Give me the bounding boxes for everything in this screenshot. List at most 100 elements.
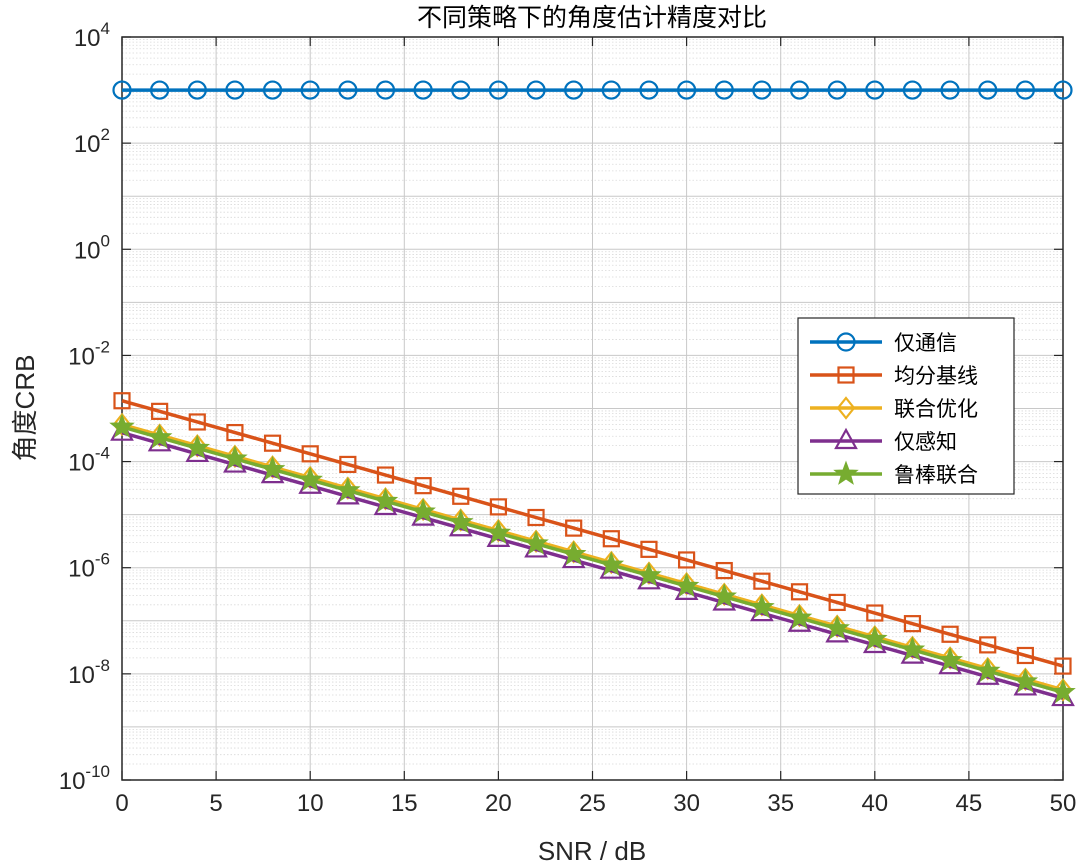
data-point [451, 80, 471, 100]
legend-marker [833, 460, 859, 485]
data-point [676, 80, 697, 100]
legend-label: 仅通信 [894, 331, 957, 355]
data-point [146, 424, 173, 449]
data-point [187, 80, 207, 100]
data-point [979, 636, 997, 654]
data-point [297, 466, 323, 491]
data-point [940, 80, 960, 100]
data-point [903, 615, 922, 633]
x-tick-label: 50 [1050, 790, 1077, 817]
data-point [753, 572, 771, 590]
chart-title: 不同策略下的角度估计精度对比 [417, 3, 767, 32]
data-point [639, 80, 659, 100]
data-point [974, 657, 1001, 682]
series-1 [113, 392, 1072, 675]
data-point [527, 508, 545, 527]
data-point [715, 561, 733, 580]
data-point [560, 540, 587, 566]
data-point [899, 636, 926, 661]
data-point [636, 562, 662, 587]
data-point [673, 572, 700, 597]
data-point [339, 455, 357, 474]
data-point [335, 477, 361, 502]
data-point [828, 593, 846, 612]
data-point [447, 508, 474, 534]
data-point [376, 466, 395, 484]
data-point [410, 498, 436, 523]
data-point [902, 80, 923, 100]
x-tick-label: 0 [115, 790, 128, 817]
data-point [485, 519, 512, 544]
data-point [602, 530, 620, 548]
data-point [862, 625, 888, 651]
x-axis-label: SNR / dB [538, 836, 646, 866]
series-4 [109, 413, 1076, 704]
axis-ticks: 0 5 10 15 20 25 30 35 40 45 50 10-10 10-8 10-6 10-4 10-… [59, 19, 1077, 817]
data-point [262, 80, 283, 100]
data-point [263, 434, 282, 452]
data-point [184, 434, 211, 460]
data-point [789, 80, 810, 100]
data-point [601, 80, 621, 100]
data-point [523, 530, 549, 555]
data-point [865, 80, 885, 100]
legend-marker [834, 427, 858, 450]
data-point [488, 80, 508, 100]
data-point [749, 593, 775, 619]
legend-item: 联合优化 [810, 396, 978, 421]
y-tick-label: 102 [74, 125, 110, 158]
data-point [1053, 678, 1073, 702]
x-tick-label: 15 [391, 790, 418, 817]
data-point [109, 413, 135, 438]
data-point [827, 80, 847, 100]
data-point [677, 551, 696, 569]
data-point [1015, 80, 1035, 100]
data-point [259, 455, 286, 481]
data-point [226, 423, 244, 442]
legend-label: 鲁棒联合 [894, 463, 978, 487]
x-tick-label: 30 [673, 790, 700, 817]
x-tick-label: 45 [956, 790, 983, 817]
data-point [752, 80, 772, 100]
legend-item: 均分基线 [810, 364, 978, 388]
data-point [790, 583, 809, 601]
data-point [866, 604, 884, 622]
data-point [375, 80, 396, 100]
data-point [941, 625, 959, 643]
data-point [937, 646, 963, 672]
x-tick-label: 20 [485, 790, 512, 817]
data-point [414, 477, 432, 495]
legend-box [797, 317, 1015, 495]
legend-marker [837, 366, 855, 384]
x-tick-label: 10 [297, 790, 324, 817]
data-point [598, 551, 625, 576]
y-tick-label: 104 [74, 19, 110, 52]
series [109, 80, 1076, 707]
y-tick-label: 10-6 [68, 550, 110, 583]
y-tick-label: 10-4 [68, 444, 110, 477]
legend-label: 联合优化 [894, 397, 978, 421]
x-tick-label: 5 [209, 790, 222, 817]
x-tick-label: 35 [767, 790, 794, 817]
data-point [1016, 646, 1034, 665]
data-point [1053, 80, 1073, 100]
data-point [301, 445, 319, 463]
data-point [526, 80, 546, 100]
data-point [150, 80, 170, 100]
data-point [489, 498, 507, 516]
series-0 [112, 80, 1073, 100]
legend-marker [836, 332, 856, 352]
data-point [1054, 657, 1072, 675]
data-point [714, 80, 734, 100]
data-point [151, 402, 169, 420]
data-point [640, 540, 658, 558]
data-point [452, 487, 470, 505]
data-point [1012, 668, 1039, 693]
data-point [188, 413, 206, 431]
y-axis-label: 角度CRB [10, 355, 40, 462]
legend-item: 仅通信 [810, 331, 957, 355]
data-point [300, 80, 320, 100]
data-point [112, 80, 132, 100]
